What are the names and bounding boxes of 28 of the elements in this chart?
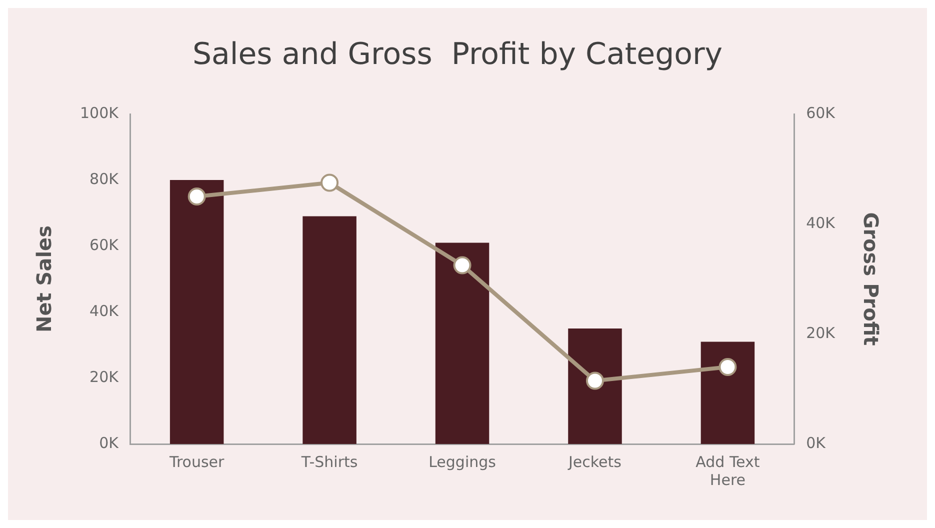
point bbox=[453, 256, 472, 274]
x-tick-label: Add Text Here bbox=[696, 452, 760, 489]
point bbox=[188, 188, 206, 206]
y-tick-label: 20K bbox=[90, 368, 120, 386]
y-axis-title: Net Sales bbox=[32, 225, 56, 333]
chart-title: Sales and Gross Profit by Category bbox=[192, 36, 723, 72]
y2-tick-label: 0K bbox=[806, 434, 827, 452]
point bbox=[320, 174, 339, 192]
y2-tick-label: 20K bbox=[806, 324, 836, 342]
y2-tick-label: 40K bbox=[806, 214, 836, 232]
point bbox=[586, 372, 604, 390]
y2-tick-label: 60K bbox=[806, 104, 836, 122]
bar bbox=[435, 242, 490, 444]
bar bbox=[700, 342, 755, 444]
y-tick-label: 40K bbox=[90, 302, 120, 320]
bar bbox=[302, 216, 356, 444]
x-tick-label: T-Shirts bbox=[300, 452, 358, 471]
y-tick-label: 0K bbox=[99, 434, 120, 452]
x-tick-label: Jeckets bbox=[568, 452, 622, 471]
y-tick-label: 100K bbox=[80, 104, 120, 122]
bar bbox=[568, 328, 622, 444]
y2-axis-title: Gross Profit bbox=[858, 212, 883, 346]
point bbox=[718, 358, 737, 376]
bar bbox=[170, 180, 224, 444]
x-tick-label: Leggings bbox=[428, 452, 496, 471]
x-tick-label: Trouser bbox=[168, 452, 225, 471]
y-tick-label: 60K bbox=[90, 236, 120, 254]
y-tick-label: 80K bbox=[90, 170, 120, 188]
